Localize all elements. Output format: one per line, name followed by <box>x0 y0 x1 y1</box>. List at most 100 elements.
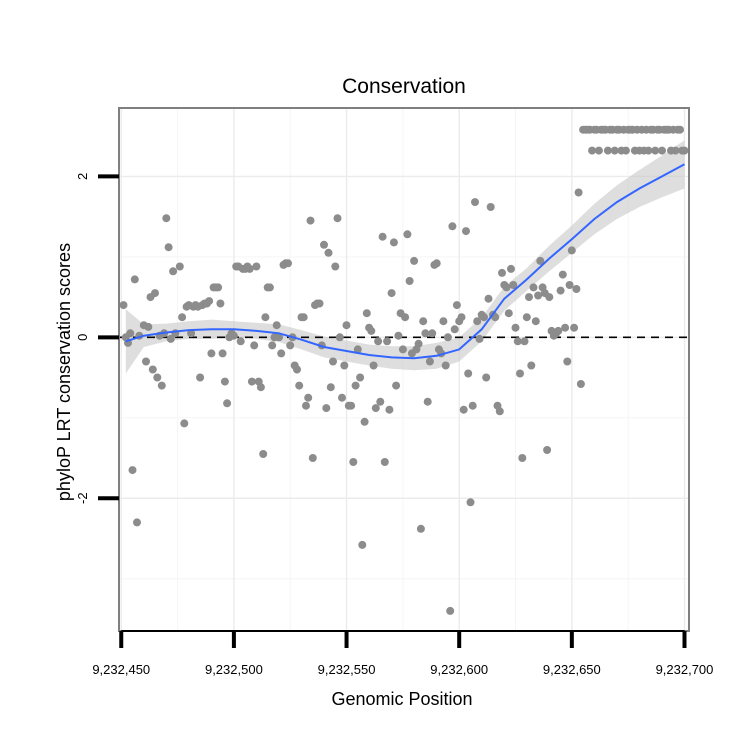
x-tick-label: 9,232,600 <box>430 662 488 677</box>
data-point <box>128 466 137 475</box>
data-point <box>331 262 340 271</box>
data-point <box>374 337 383 346</box>
data-point <box>389 238 398 247</box>
data-point <box>268 341 277 350</box>
data-point <box>405 277 414 285</box>
y-tick-label: 2 <box>75 173 90 180</box>
data-point <box>308 454 317 462</box>
data-point <box>385 405 394 414</box>
data-point <box>651 146 660 155</box>
data-point <box>457 313 466 322</box>
data-point <box>178 313 187 322</box>
data-point <box>421 329 430 338</box>
smooth-curve <box>125 163 685 360</box>
data-point <box>306 216 315 225</box>
data-point <box>410 256 419 265</box>
data-point <box>525 293 533 302</box>
data-point <box>450 325 459 334</box>
data-point <box>511 323 520 332</box>
data-point <box>414 339 423 348</box>
data-point <box>286 341 295 350</box>
grid <box>119 108 689 631</box>
data-point <box>680 146 689 155</box>
data-point <box>383 337 392 346</box>
data-point <box>340 361 349 370</box>
smooth-curve-layer <box>125 163 685 360</box>
data-point <box>338 393 346 402</box>
x-tick-label: 9,232,450 <box>92 662 150 677</box>
data-point <box>333 214 342 223</box>
data-point <box>148 365 157 374</box>
data-point <box>259 450 268 458</box>
data-point <box>360 417 369 426</box>
data-point <box>376 397 385 406</box>
data-point <box>428 329 437 338</box>
data-point <box>380 458 389 466</box>
data-point <box>265 283 274 292</box>
data-point <box>166 334 175 343</box>
data-point <box>151 289 159 298</box>
x-axis-title: Genomic Position <box>331 689 472 709</box>
data-point <box>335 333 344 342</box>
data-point <box>520 337 529 346</box>
data-point <box>218 349 227 358</box>
data-point <box>362 309 371 318</box>
data-point <box>196 373 205 382</box>
data-point <box>529 283 538 292</box>
data-point <box>169 267 178 276</box>
data-point <box>658 146 666 155</box>
data-point <box>326 383 335 392</box>
data-point <box>565 281 574 289</box>
data-point <box>464 369 473 378</box>
data-point <box>356 373 365 382</box>
data-point <box>522 313 531 322</box>
data-point <box>644 146 653 155</box>
data-point <box>329 357 337 366</box>
data-point <box>419 317 428 326</box>
data-point <box>561 323 570 332</box>
data-point <box>603 146 612 155</box>
x-axis: 9,232,450 9,232,500 9,232,550 9,232,600 9,23… <box>92 630 713 677</box>
data-point <box>236 337 245 346</box>
data-point <box>482 373 491 382</box>
data-point <box>563 357 572 366</box>
data-point <box>133 518 141 527</box>
data-point <box>527 361 536 370</box>
data-point <box>252 262 261 271</box>
data-point <box>371 404 380 413</box>
data-point <box>504 309 513 318</box>
data-point <box>367 326 376 335</box>
data-point <box>142 357 150 366</box>
data-point <box>322 404 331 413</box>
data-points <box>119 125 689 615</box>
data-point <box>462 227 470 236</box>
y-axis: -2 0 2 <box>75 173 119 504</box>
data-point <box>486 203 495 211</box>
data-point <box>119 301 128 310</box>
data-point <box>295 381 304 390</box>
data-point <box>180 419 189 428</box>
data-point <box>277 349 286 358</box>
data-point <box>324 248 333 257</box>
data-point <box>394 331 403 340</box>
data-point <box>157 381 166 390</box>
data-point <box>475 334 484 343</box>
data-point <box>342 321 351 330</box>
data-point <box>223 399 232 408</box>
data-point <box>480 313 488 322</box>
data-point <box>545 293 554 302</box>
y-tick-label: -2 <box>75 492 90 504</box>
data-point <box>403 230 412 239</box>
data-point <box>275 333 283 342</box>
data-point <box>446 606 455 615</box>
data-point <box>671 146 680 155</box>
data-point <box>459 405 468 414</box>
y-tick-label: 0 <box>75 334 90 341</box>
data-point <box>351 381 360 390</box>
data-point <box>543 446 552 454</box>
data-point <box>293 365 301 374</box>
data-point <box>452 301 461 310</box>
data-point <box>441 361 450 370</box>
data-point <box>558 270 567 279</box>
